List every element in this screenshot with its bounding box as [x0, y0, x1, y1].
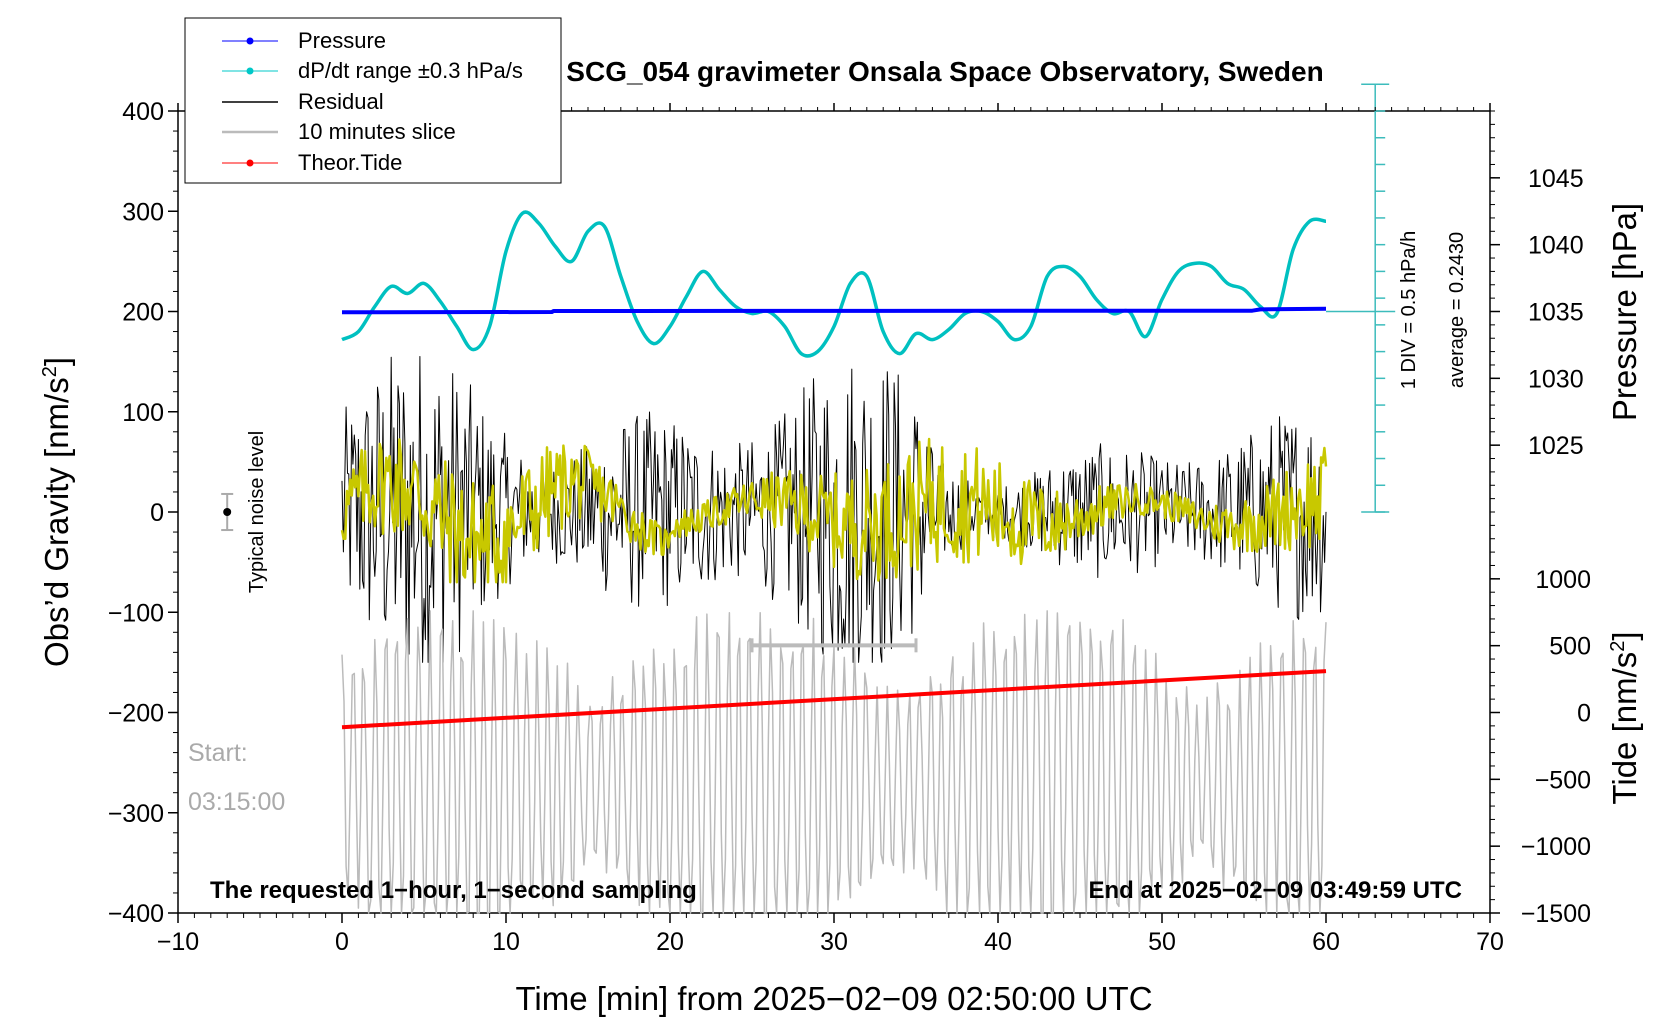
x-tick-label: 30 — [820, 928, 848, 956]
y-tick-label: 300 — [122, 198, 164, 226]
legend-entry-residual: Residual — [222, 89, 384, 114]
pressure-line — [341, 306, 1327, 315]
x-tick-label: 0 — [335, 928, 349, 956]
y-axis-title-gravity-end: ] — [38, 357, 75, 366]
series-layer — [221, 83, 1396, 914]
tide-tick-label: 0 — [1577, 700, 1591, 728]
y-axis-title-tide-main: Tide [nm/s — [1606, 652, 1643, 805]
x-tick-label: 10 — [492, 928, 520, 956]
average-label: average = 0.2430 — [1446, 232, 1468, 388]
legend-label-pressure: Pressure — [298, 28, 386, 53]
legend-label-tide: Theor.Tide — [298, 150, 402, 175]
legend-entry-dpdt: dP/dt range ±0.3 hPa/s — [222, 58, 523, 83]
axis-layer: −10 0 10 20 30 40 50 60 70−400−300−200−100010020… — [108, 98, 1591, 956]
y-tick-label: 200 — [122, 299, 164, 327]
x-tick-label: 50 — [1148, 928, 1176, 956]
x-tick-label: 40 — [984, 928, 1012, 956]
y-tick-label: 400 — [122, 98, 164, 126]
slice-line — [341, 610, 1327, 914]
y-axis-title-gravity-main: Obs’d Gravity [nm/s — [38, 377, 75, 667]
residual-smooth-line — [340, 437, 1328, 584]
pressure-tick-label: 1040 — [1528, 232, 1584, 260]
start-label: Start: — [188, 739, 248, 767]
start-time: 03:15:00 — [188, 788, 285, 816]
dpdt-line — [341, 210, 1327, 358]
x-tick-label: 20 — [656, 928, 684, 956]
y-tick-label: 100 — [122, 399, 164, 427]
pressure-tick-label: 1045 — [1528, 165, 1584, 193]
legend-label-residual: Residual — [298, 89, 384, 114]
legend-label-slice: 10 minutes slice — [298, 119, 456, 144]
tide-tick-label: −1000 — [1521, 833, 1591, 861]
legend-marker-dpdt — [246, 67, 254, 75]
tide-tick-label: −500 — [1535, 766, 1591, 794]
pressure-tick-label: 1035 — [1528, 299, 1584, 327]
pressure-tick-label: 1030 — [1528, 365, 1584, 393]
div-label: 1 DIV = 0.5 hPa/h — [1398, 231, 1420, 389]
tide-tick-label: −1500 — [1521, 900, 1591, 928]
y-axis-title-gravity-sup: 2 — [39, 366, 61, 377]
tide-line — [341, 669, 1327, 730]
legend-label-dpdt: dP/dt range ±0.3 hPa/s — [298, 58, 523, 83]
legend-entry-slice: 10 minutes slice — [222, 119, 456, 144]
y-axis-title-pressure: Pressure [hPa] — [1606, 203, 1643, 421]
noise-level-label: Typical noise level — [246, 431, 268, 593]
y-tick-label: −100 — [108, 599, 164, 627]
x-tick-label: −10 — [157, 928, 199, 956]
legend-marker-pressure — [246, 37, 254, 45]
legend-box — [184, 17, 562, 184]
y-axis-title-tide-end: ] — [1606, 631, 1643, 640]
y-tick-label: −400 — [108, 900, 164, 928]
y-tick-label: −300 — [108, 800, 164, 828]
residual-line — [341, 356, 1327, 663]
legend-marker-tide — [246, 159, 254, 167]
chart-title: SCG_054 gravimeter Onsala Space Observat… — [566, 56, 1323, 87]
x-tick-label: 70 — [1476, 928, 1504, 956]
bottom-right-note: End at 2025−02−09 03:49:59 UTC — [1088, 877, 1462, 904]
legend-entry-pressure: Pressure — [222, 28, 386, 53]
x-axis-title: Time [min] from 2025−02−09 02:50:00 UTC — [515, 980, 1152, 1017]
legend: Pressure dP/dt range ±0.3 hPa/s Residual… — [184, 17, 562, 184]
pressure-tick-label: 1025 — [1528, 432, 1584, 460]
y-axis-title-tide-sup: 2 — [1607, 641, 1629, 652]
legend-entry-tide: Theor.Tide — [222, 150, 402, 175]
y-axis-title-gravity: Obs’d Gravity [nm/s2] — [38, 357, 75, 667]
y-tick-label: −200 — [108, 700, 164, 728]
tide-tick-label: 1000 — [1535, 566, 1591, 594]
bottom-left-note: The requested 1−hour, 1−second sampling — [210, 877, 697, 904]
x-tick-label: 60 — [1312, 928, 1340, 956]
tide-tick-label: 500 — [1549, 633, 1591, 661]
noise-point — [223, 508, 232, 516]
y-tick-label: 0 — [150, 499, 164, 527]
y-axis-title-tide: Tide [nm/s2] — [1606, 631, 1643, 804]
